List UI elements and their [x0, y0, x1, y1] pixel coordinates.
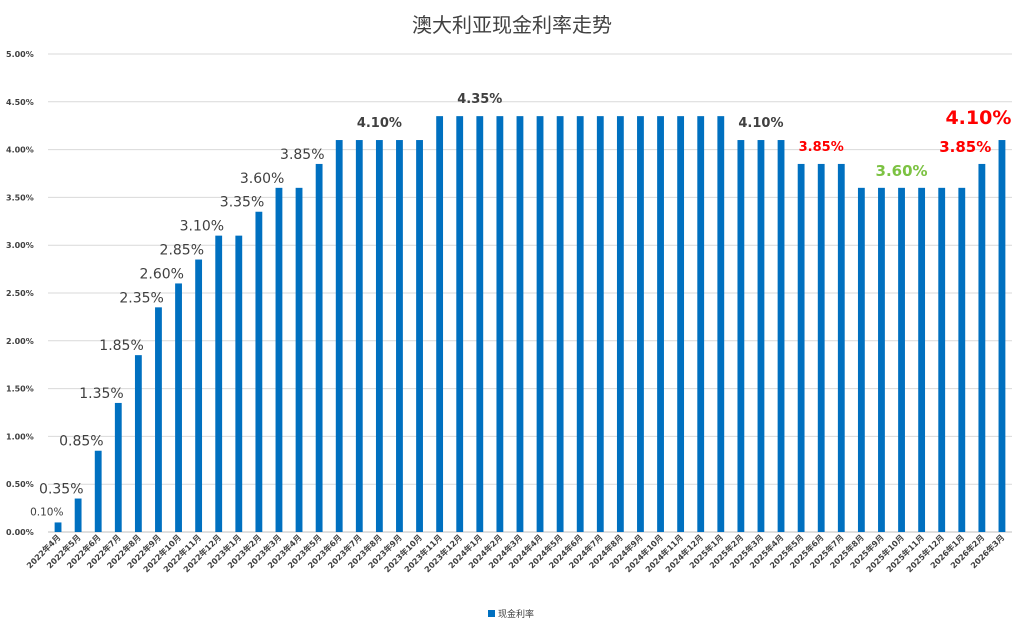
y-tick-label: 5.00% — [6, 50, 34, 59]
legend: 现金利率 — [488, 608, 534, 620]
bar — [155, 307, 162, 532]
bar — [255, 211, 263, 533]
bar — [998, 140, 1006, 533]
bar — [657, 116, 664, 532]
bar — [74, 498, 82, 532]
y-tick-label: 4.00% — [6, 146, 34, 155]
y-tick-label: 2.00% — [6, 337, 34, 346]
bar — [195, 259, 203, 532]
data-label: 0.35% — [39, 482, 83, 498]
bar — [797, 163, 805, 532]
bar — [938, 187, 946, 532]
bar — [898, 187, 905, 532]
bar — [335, 140, 343, 533]
y-tick-label: 0.00% — [6, 528, 34, 537]
bar — [295, 187, 303, 532]
y-tick-label: 3.50% — [6, 193, 34, 202]
data-label: 3.60% — [240, 171, 284, 187]
data-label: 3.35% — [220, 195, 264, 211]
bar — [958, 187, 966, 532]
legend-swatch — [488, 610, 495, 617]
data-label: 4.10% — [357, 116, 402, 131]
bar — [215, 235, 223, 532]
bar — [576, 116, 584, 532]
bar — [837, 163, 845, 532]
bar — [94, 450, 102, 532]
bar — [697, 116, 705, 532]
y-tick-label: 4.50% — [6, 98, 34, 107]
bar — [717, 116, 725, 532]
bar — [54, 522, 62, 532]
bar — [978, 163, 986, 532]
bar — [375, 140, 383, 533]
bar — [416, 140, 423, 533]
bar — [396, 140, 403, 533]
data-label: 2.35% — [119, 290, 163, 306]
annotation-layer: 0.10% 0.35% 0.85% 1.35% 1.85% 2.35% 2.60% 2.85%… — [30, 92, 1011, 518]
bar — [536, 116, 544, 532]
legend-label: 现金利率 — [498, 608, 534, 620]
data-label: 3.10% — [180, 219, 224, 235]
data-label: 0.85% — [59, 434, 103, 450]
bar — [436, 116, 444, 532]
data-label: 2.85% — [160, 243, 204, 259]
bar — [817, 163, 825, 532]
data-label: 3.60% — [876, 162, 928, 180]
bar — [355, 140, 363, 533]
data-label: 2.60% — [139, 266, 183, 282]
data-label: 4.10% — [738, 116, 783, 131]
bar — [476, 116, 484, 532]
bar — [516, 116, 524, 532]
bar — [737, 140, 745, 533]
bar — [878, 187, 885, 532]
bar — [456, 116, 464, 532]
bar-layer — [54, 116, 1006, 533]
bar — [757, 140, 765, 533]
y-tick-label: 1.50% — [6, 385, 34, 394]
bar — [677, 116, 685, 532]
bar — [175, 283, 182, 532]
data-label: 3.85% — [939, 138, 991, 156]
bar — [857, 187, 865, 532]
bar — [315, 163, 323, 532]
grid-layer: 0.00% 0.50% 1.00% 1.50% 2.00% 2.50% 3.00% 3.50%… — [6, 50, 1012, 537]
bar — [918, 187, 926, 532]
chart-title: 澳大利亚现金利率走势 — [412, 13, 612, 37]
y-tick-label: 2.50% — [6, 289, 34, 298]
bar — [134, 355, 142, 532]
y-tick-label: 1.00% — [6, 432, 34, 441]
bar — [275, 187, 283, 532]
bar — [496, 116, 504, 532]
data-label: 4.10% — [945, 107, 1011, 129]
bar — [235, 235, 243, 532]
y-tick-label: 3.00% — [6, 241, 34, 250]
x-tick-layer: 2022年4月2022年5月2022年6月2022年7月2022年8月2022年… — [24, 532, 1006, 574]
bar — [596, 116, 604, 532]
bar — [777, 140, 785, 533]
bar — [616, 116, 624, 532]
bar — [637, 116, 644, 532]
data-label: 0.10% — [30, 506, 63, 518]
bar — [114, 402, 122, 532]
y-tick-label: 0.50% — [6, 480, 34, 489]
data-label: 4.35% — [457, 92, 502, 107]
bar — [556, 116, 564, 532]
data-label: 1.35% — [79, 386, 123, 402]
data-label: 3.85% — [280, 147, 324, 163]
data-label: 3.85% — [799, 140, 844, 155]
data-label: 1.85% — [99, 338, 143, 354]
